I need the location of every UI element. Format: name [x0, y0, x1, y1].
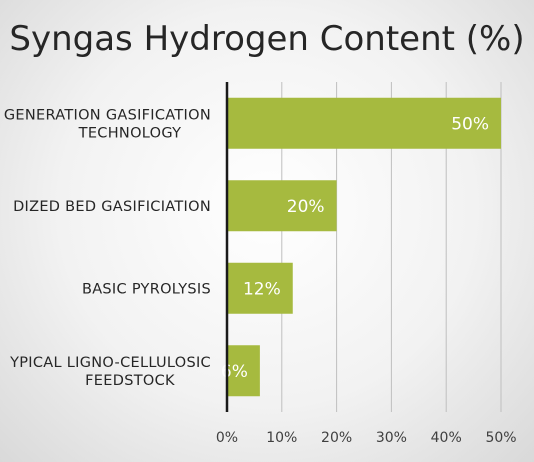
x-tick-label: 50% — [485, 430, 516, 446]
category-label: BASIC PYROLYSIS — [82, 281, 211, 297]
x-tick-label: 0% — [216, 430, 238, 446]
bar — [227, 180, 337, 232]
category-labels: GENERATION GASIFICATION TECHNOLOGY DIZED B… — [4, 107, 211, 389]
category-label: GENERATION GASIFICATION TECHNOLOGY — [4, 107, 211, 141]
data-label: 6% — [221, 362, 248, 382]
x-tick-label: 30% — [376, 430, 407, 446]
bars: 50% 20% 12% 6% — [221, 97, 501, 397]
x-tick-label: 40% — [431, 430, 462, 446]
bar — [227, 262, 293, 314]
x-tick-label: 20% — [321, 430, 352, 446]
chart-title: Syngas Hydrogen Content (%) — [9, 19, 524, 59]
data-label: 50% — [451, 114, 489, 134]
bar — [227, 97, 501, 149]
category-label: DIZED BED GASIFICIATION — [13, 199, 211, 215]
x-tick-label: 10% — [266, 430, 297, 446]
x-axis-ticks: 0% 10% 20% 30% 40% 50% — [216, 430, 517, 446]
category-label: YPICAL LIGNO-CELLULOSIC FEEDSTOCK — [9, 355, 211, 389]
data-label: 12% — [243, 279, 281, 299]
bar — [227, 345, 260, 397]
data-label: 20% — [287, 197, 325, 217]
